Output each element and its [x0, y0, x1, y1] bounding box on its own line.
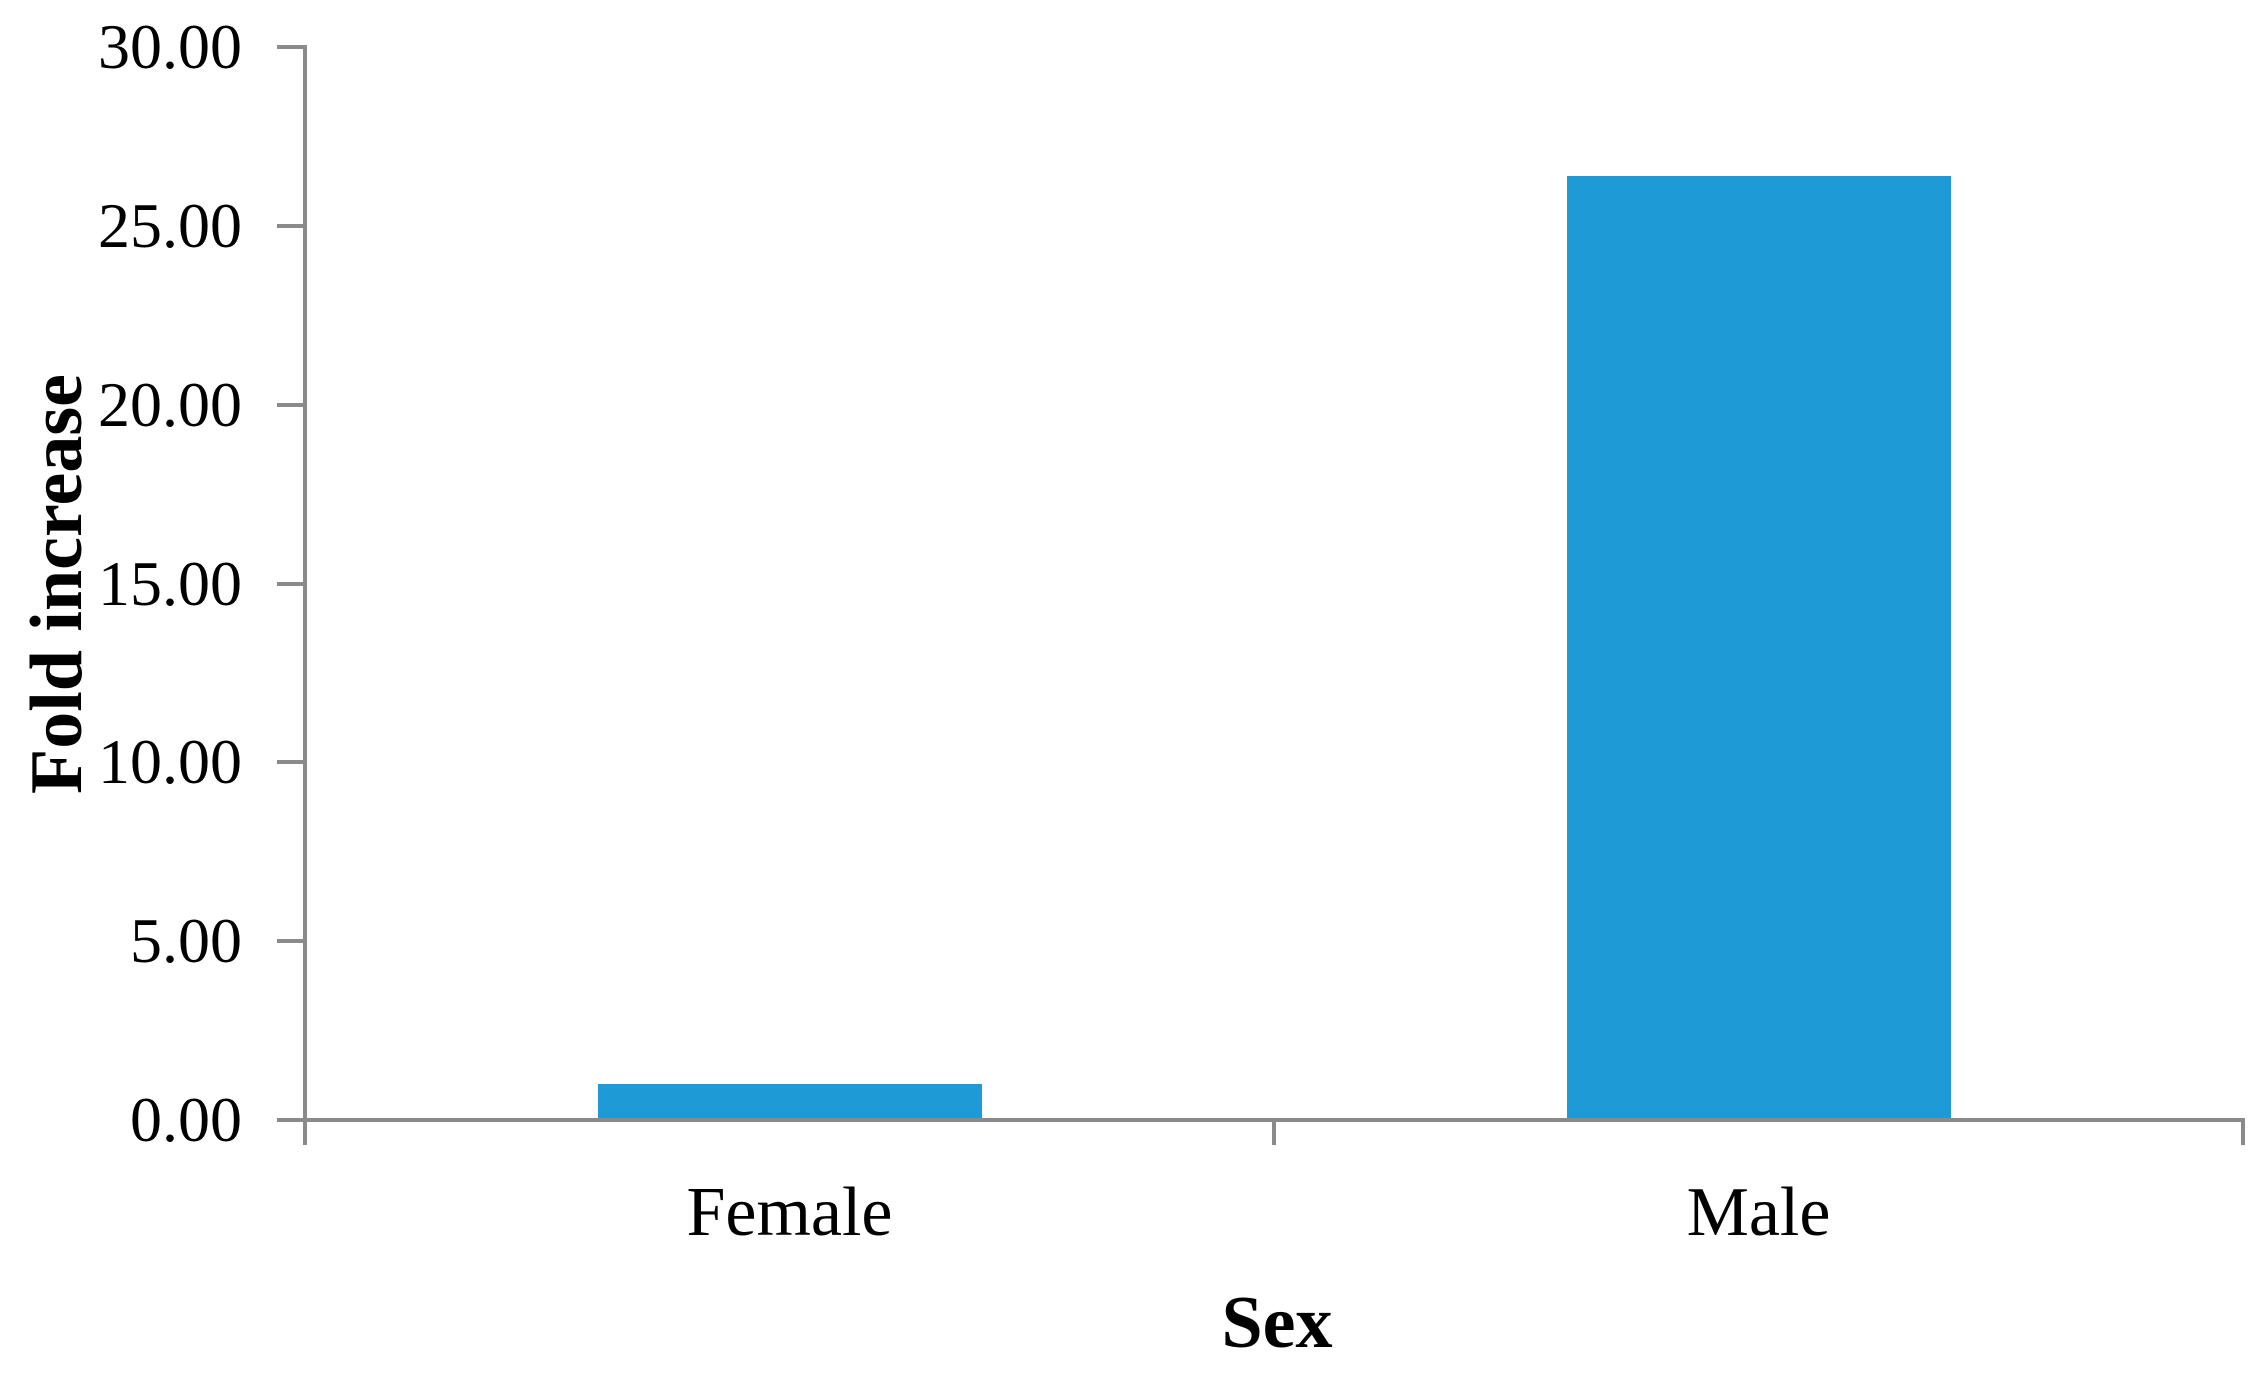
- bar-female: [597, 1084, 982, 1120]
- category-label-male: Male: [1686, 1174, 1831, 1251]
- y-tick-label: 10.00: [98, 726, 242, 798]
- y-tick-mark: [277, 1118, 303, 1122]
- y-tick-mark: [277, 581, 303, 586]
- y-tick-label: 0.00: [130, 1084, 242, 1155]
- bar-male: [1566, 176, 1951, 1120]
- y-tick-mark: [277, 402, 303, 407]
- y-tick-mark: [277, 45, 303, 49]
- x-tick-mark: [2241, 1120, 2245, 1145]
- x-tick-mark: [1272, 1120, 1276, 1145]
- y-tick-label: 15.00: [98, 547, 242, 619]
- y-tick-label: 25.00: [98, 189, 242, 261]
- y-tick-label: 20.00: [98, 368, 242, 440]
- x-axis-title: Sex: [1221, 1282, 1333, 1364]
- y-tick-mark: [277, 939, 303, 944]
- y-tick-mark: [277, 760, 303, 765]
- y-axis-line: [303, 45, 307, 1122]
- y-tick-label: 5.00: [130, 905, 242, 977]
- category-label-female: Female: [686, 1174, 893, 1251]
- x-tick-mark: [303, 1120, 307, 1145]
- y-tick-mark: [277, 223, 303, 228]
- y-tick-label: 30.00: [98, 11, 242, 82]
